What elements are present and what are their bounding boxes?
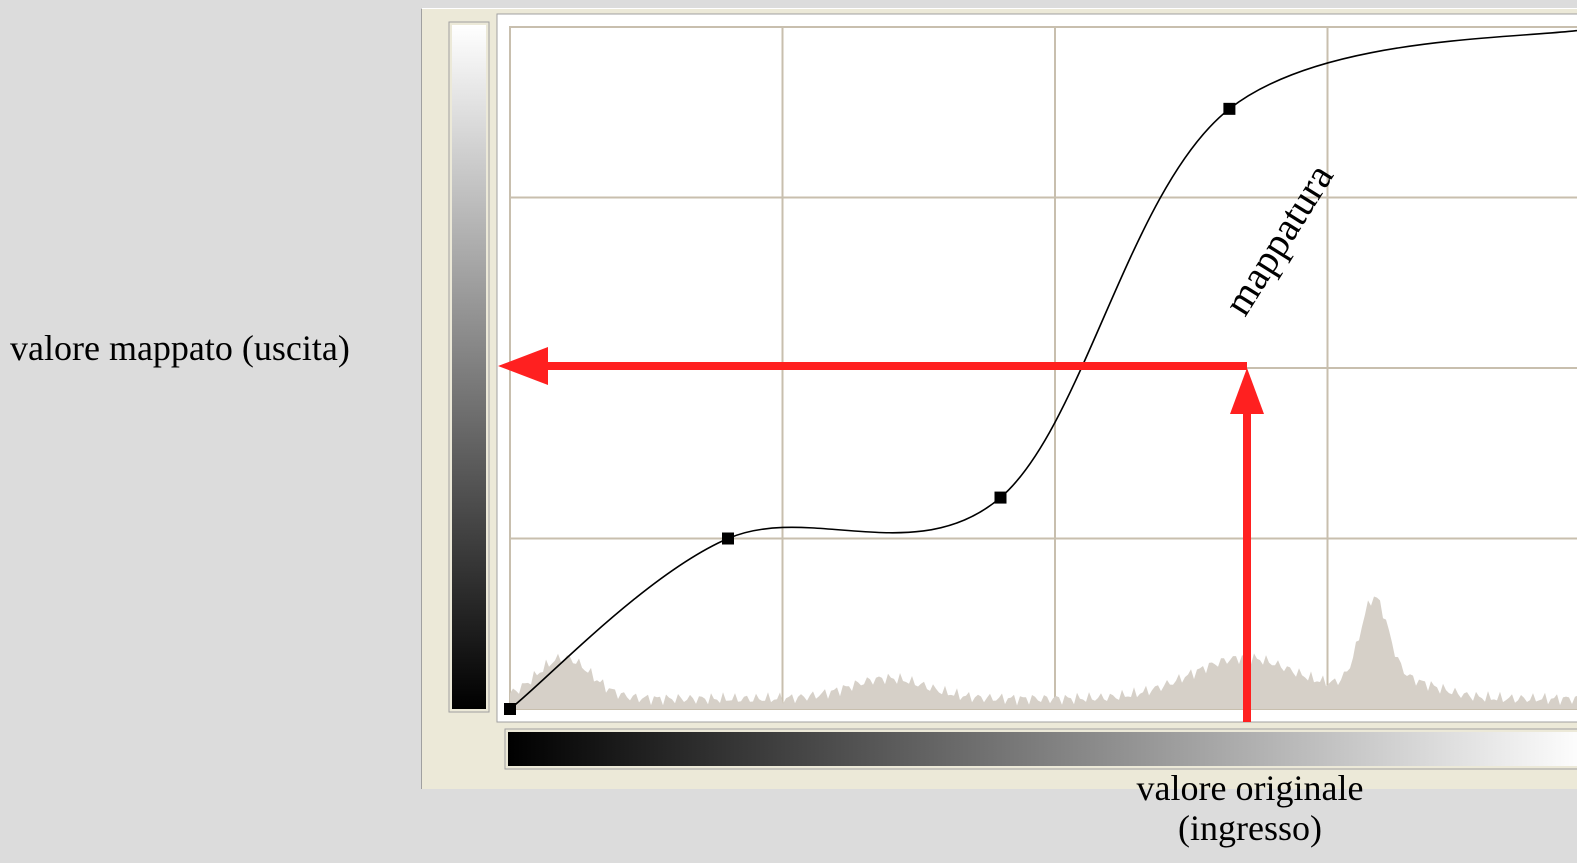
output-arrow-head (498, 347, 548, 385)
input-axis-label-line2: (ingresso) (1178, 808, 1322, 848)
input-gradient-bar (508, 732, 1577, 766)
curve-control-point[interactable] (722, 532, 734, 545)
output-axis-label: valore mappato (uscita) (10, 328, 350, 368)
output-gradient-bar (452, 25, 486, 709)
output-gradient-frame (448, 21, 490, 713)
input-arrow-head (1230, 368, 1264, 414)
curve-control-point[interactable] (504, 703, 516, 715)
input-axis-label-line1: valore originale (1136, 768, 1364, 808)
curve-control-point[interactable] (1223, 102, 1236, 115)
histogram (510, 596, 1577, 709)
mapping-curve[interactable] (509, 27, 1577, 710)
curve-control-point[interactable] (994, 491, 1007, 504)
input-axis-label: valore originale (ingresso) (1080, 768, 1420, 848)
input-gradient-frame (504, 728, 1577, 770)
mapping-arrows (498, 347, 1264, 722)
